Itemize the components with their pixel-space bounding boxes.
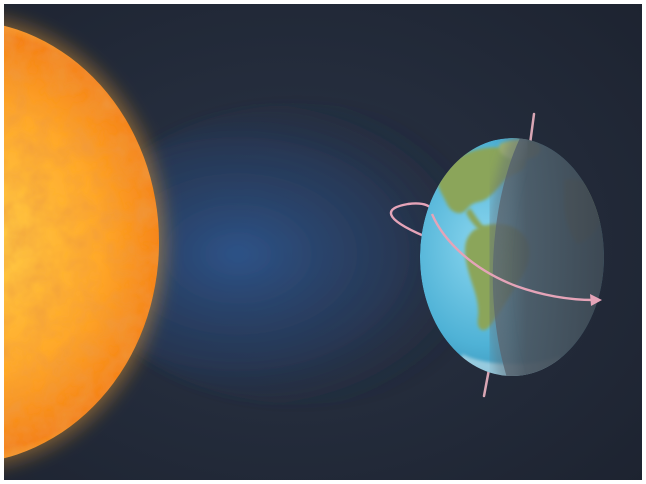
central-america: [466, 208, 486, 232]
space-scene: [4, 4, 642, 480]
earth-axis-top: [528, 112, 536, 146]
sunlight-beam: [84, 104, 524, 404]
rotation-arrow-head: [590, 294, 602, 306]
sun: [4, 25, 159, 459]
terminator-line: [484, 138, 532, 376]
rotation-arrow-front: [430, 213, 595, 302]
space-illustration: [4, 4, 642, 480]
